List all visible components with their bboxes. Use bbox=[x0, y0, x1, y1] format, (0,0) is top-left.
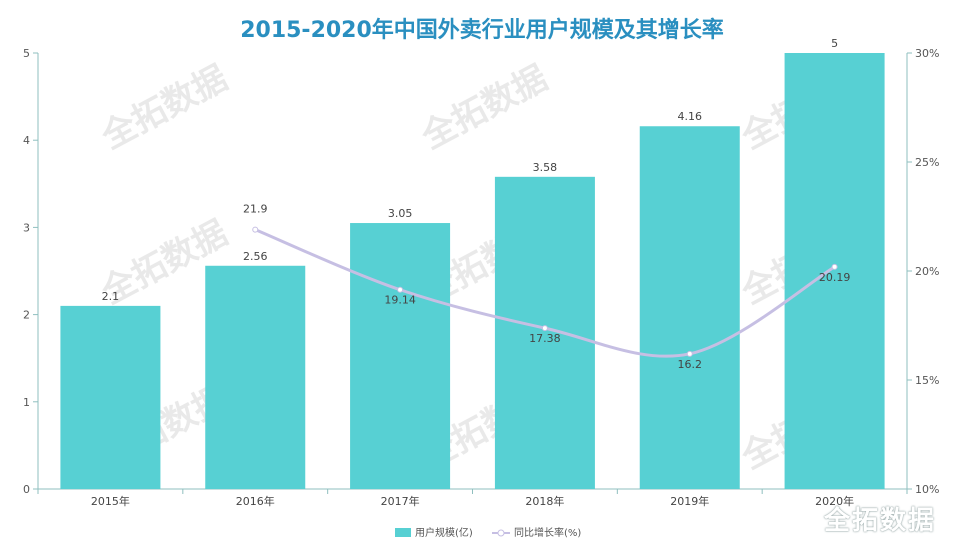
bar bbox=[350, 223, 451, 490]
y-left-tick-label: 4 bbox=[23, 134, 30, 147]
legend-line-marker bbox=[497, 529, 505, 537]
x-tick-label: 2018年 bbox=[525, 494, 564, 508]
y-left-tick-label: 1 bbox=[23, 396, 30, 409]
y-left-tick-label: 2 bbox=[23, 309, 30, 322]
bar bbox=[784, 53, 885, 489]
growth-rate-label: 19.14 bbox=[384, 294, 416, 307]
y-left-tick-label: 3 bbox=[23, 221, 30, 234]
y-right-tick-label: 15% bbox=[915, 374, 939, 387]
chart-title: 2015-2020年中国外卖行业用户规模及其增长率 bbox=[240, 18, 724, 43]
bar-value-label: 5 bbox=[831, 37, 838, 50]
bar-value-label: 2.56 bbox=[243, 250, 268, 263]
growth-rate-label: 17.38 bbox=[529, 332, 561, 345]
legend-bar-swatch bbox=[395, 528, 411, 537]
legend-bar-label: 用户规模(亿) bbox=[415, 526, 473, 539]
growth-rate-point bbox=[686, 350, 693, 357]
y-right-tick-label: 25% bbox=[915, 156, 939, 169]
bar bbox=[205, 265, 306, 489]
bar bbox=[494, 176, 595, 489]
growth-rate-label: 21.9 bbox=[243, 203, 268, 216]
growth-rate-point bbox=[397, 286, 404, 293]
bar bbox=[60, 305, 161, 489]
growth-rate-point bbox=[541, 325, 548, 332]
bar-value-label: 3.05 bbox=[388, 207, 413, 220]
growth-rate-point bbox=[831, 263, 838, 270]
y-right-tick-label: 30% bbox=[915, 47, 939, 60]
legend-line-label: 同比增长率(%) bbox=[514, 526, 581, 539]
y-right-tick-label: 20% bbox=[915, 265, 939, 278]
x-tick-label: 2016年 bbox=[236, 494, 275, 508]
bar-value-label: 3.58 bbox=[533, 161, 558, 174]
y-right-tick-label: 10% bbox=[915, 483, 939, 496]
bar bbox=[639, 126, 740, 490]
brand-watermark: 全拓数据 bbox=[823, 506, 936, 536]
x-tick-label: 2017年 bbox=[381, 494, 420, 508]
x-tick-label: 2020年 bbox=[815, 494, 854, 508]
growth-rate-label: 16.2 bbox=[678, 358, 703, 371]
y-left-tick-label: 5 bbox=[23, 47, 30, 60]
y-left-tick-label: 0 bbox=[23, 483, 30, 496]
bar-value-label: 2.1 bbox=[102, 290, 120, 303]
bar-value-label: 4.16 bbox=[678, 110, 703, 123]
growth-rate-point bbox=[252, 226, 259, 233]
x-tick-label: 2015年 bbox=[91, 494, 130, 508]
x-tick-label: 2019年 bbox=[670, 494, 709, 508]
growth-rate-label: 20.19 bbox=[819, 271, 851, 284]
